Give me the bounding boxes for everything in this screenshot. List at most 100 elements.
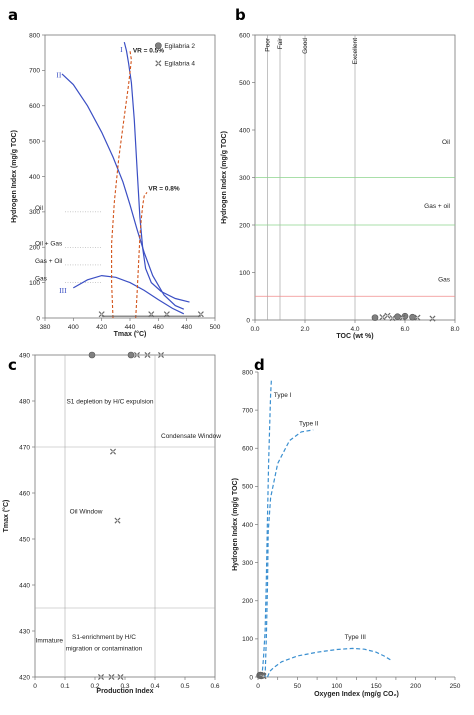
- panel-a-curve-2: [73, 274, 185, 315]
- panel-c-point-egilabria-4: [114, 517, 121, 524]
- panel-b-point-egilabria-4-dot: [416, 316, 419, 319]
- panel-c-point-egilabria-4-dot: [116, 519, 119, 522]
- panel-d-kerogen-label: Type I: [274, 392, 292, 399]
- panel-d-point-egilabria-4: [260, 673, 267, 680]
- panel-b-point-egilabria-2: [409, 313, 416, 321]
- panel-a-ytick-label: 700: [29, 68, 40, 75]
- panel-a-xtick-label: 500: [210, 324, 221, 331]
- panel-a-xtick-label: 400: [68, 324, 79, 331]
- panel-c-zone-label: Condensate Window: [161, 433, 221, 440]
- panel-b-ytick-label: 500: [239, 80, 250, 87]
- panel-c-ytick-label: 430: [19, 628, 30, 635]
- panel-c-xtick-label: 0: [33, 683, 37, 690]
- panel-c-point-egilabria-4: [97, 673, 105, 681]
- panel-c-zone-label: S1-enrichment by H/C: [72, 634, 136, 641]
- panel-b-point-egilabria-2: [371, 314, 379, 321]
- panel-a-legend-marker-egilabria-4: [155, 60, 162, 67]
- panel-b: b 0.0 2.0 4.0 6.0 8.0 0 100 200 300 400 500 600 TOC (…: [221, 6, 460, 340]
- panel-a-ytick-label: 600: [29, 103, 40, 110]
- panel-d-ytick-label: 600: [242, 446, 253, 453]
- panel-a-x-axis-label: Tmax (°C): [114, 330, 147, 338]
- panel-b-point-egilabria-4-dot: [381, 316, 384, 319]
- panel-a-vr-label-08: VR = 0.8%: [148, 186, 179, 193]
- panel-a-point-egilabria-4: [163, 311, 170, 318]
- panel-a-point-egilabria-4-dot: [165, 313, 168, 316]
- panel-d-xtick-label: 200: [410, 683, 421, 690]
- panel-b-point-egilabria-4: [389, 315, 396, 322]
- panel-c-point-egilabria-4: [157, 351, 165, 359]
- panel-a-ytick-label: 400: [29, 174, 40, 181]
- panel-b-ytick-label: 0: [246, 317, 250, 324]
- panel-a-point-egilabria-4: [197, 311, 204, 318]
- panel-c-xtick-label: 0.3: [120, 683, 129, 690]
- panel-b-letter: b: [235, 6, 246, 24]
- panel-a-curve-0: [123, 41, 190, 303]
- panel-a-curve-4: [135, 192, 148, 319]
- panel-a-xtick-label: 460: [153, 324, 164, 331]
- panel-c-xtick-label: 0.6: [210, 683, 219, 690]
- panel-c-point-egilabria-4-dot: [146, 354, 149, 356]
- panel-d-ytick-label: 700: [242, 407, 253, 414]
- panel-d-ytick-label: 400: [242, 522, 253, 529]
- panel-a-ytick-label: 0: [36, 315, 40, 322]
- panel-c-ytick-label: 490: [19, 352, 30, 359]
- panel-c-point-egilabria-4: [144, 351, 151, 359]
- panel-b-ytick-label: 400: [239, 127, 250, 134]
- panel-c: c 0 0.1 0.2 0.3 0.4 0.5 0.6 420 430 440 450 460 470 48…: [2, 351, 221, 695]
- panel-a-curve-label-I: I: [120, 45, 123, 54]
- panel-a-point-egilabria-4-dot: [150, 313, 153, 316]
- panel-c-point-egilabria-2: [88, 351, 96, 359]
- panel-b-point-egilabria-4-dot: [431, 317, 434, 320]
- panel-d-kerogen-label: Type III: [345, 634, 367, 641]
- panel-a-curve-1: [61, 73, 185, 310]
- panel-c-ytick-label: 470: [19, 444, 30, 451]
- panel-b-class-label: Poor: [265, 37, 272, 52]
- panel-d-ytick-label: 100: [242, 636, 253, 643]
- panel-c-point-egilabria-4-dot: [160, 354, 162, 356]
- panel-d-ytick-label: 500: [242, 484, 253, 491]
- panel-a-point-egilabria-4: [98, 311, 105, 318]
- panel-a-xtick-label: 440: [125, 324, 136, 331]
- panel-b-zone-label: Oil: [442, 139, 451, 146]
- panel-b-class-label: Excellent: [352, 38, 359, 65]
- panel-d-ytick-label: 0: [249, 674, 253, 681]
- panel-d-xtick-label: 100: [331, 683, 342, 690]
- panel-a-ytick-label: 200: [29, 245, 40, 252]
- panel-c-point-egilabria-4: [133, 351, 141, 359]
- panel-c-point-egilabria-4-dot: [100, 676, 102, 678]
- panel-a-threshold-label: Gas: [35, 276, 48, 283]
- panel-a-y-axis-label: Hydrogen Index (mg/g TOC): [11, 130, 18, 223]
- panel-d-kerogen-curve: [261, 379, 272, 678]
- panel-b-class-label: Fair: [277, 37, 284, 49]
- panel-d-xtick-label: 250: [450, 683, 461, 690]
- panel-a-xtick-label: 380: [40, 324, 51, 331]
- panel-c-point-egilabria-4-dot: [119, 676, 122, 678]
- panel-c-xtick-label: 0.1: [60, 683, 69, 690]
- panel-b-zone-label: Gas: [438, 277, 451, 284]
- panel-b-class-label: Good: [302, 38, 309, 54]
- panel-a-legend-label-egilabria-2: Egilabria 2: [164, 43, 195, 50]
- panel-d-xtick-label: 150: [371, 683, 382, 690]
- panel-b-point-egilabria-2: [394, 313, 401, 320]
- panel-d-ytick-label: 200: [242, 598, 253, 605]
- panel-a-xtick-label: 480: [181, 324, 192, 331]
- panel-d-y-axis-label: Hydrogen Index (mg/g TOC): [232, 478, 239, 571]
- panel-b-point-egilabria-4: [399, 314, 406, 321]
- panel-c-point-egilabria-4: [117, 673, 124, 681]
- panel-b-point-egilabria-4-dot: [391, 317, 394, 320]
- panel-d-point-egilabria-4-dot: [262, 675, 265, 678]
- panel-b-point-egilabria-4: [379, 314, 386, 321]
- panel-a-ytick-label: 100: [29, 280, 40, 287]
- panel-d: d 0 50 100 150 200 250 0 100 200 300 400 500 600 700 80…: [232, 356, 461, 698]
- panel-b-point-egilabria-2: [401, 312, 409, 320]
- panel-b-point-egilabria-4-dot: [401, 316, 404, 319]
- panel-d-letter: d: [254, 356, 265, 374]
- panel-b-ytick-label: 600: [239, 32, 250, 39]
- panel-d-xtick-label: 0: [256, 683, 260, 690]
- panel-c-point-egilabria-4-dot: [112, 450, 114, 453]
- panel-c-ytick-label: 450: [19, 536, 30, 543]
- panel-a-plot-frame: [44, 34, 216, 319]
- panel-a-point-egilabria-4: [148, 311, 155, 318]
- panel-d-kerogen-curve: [266, 647, 391, 678]
